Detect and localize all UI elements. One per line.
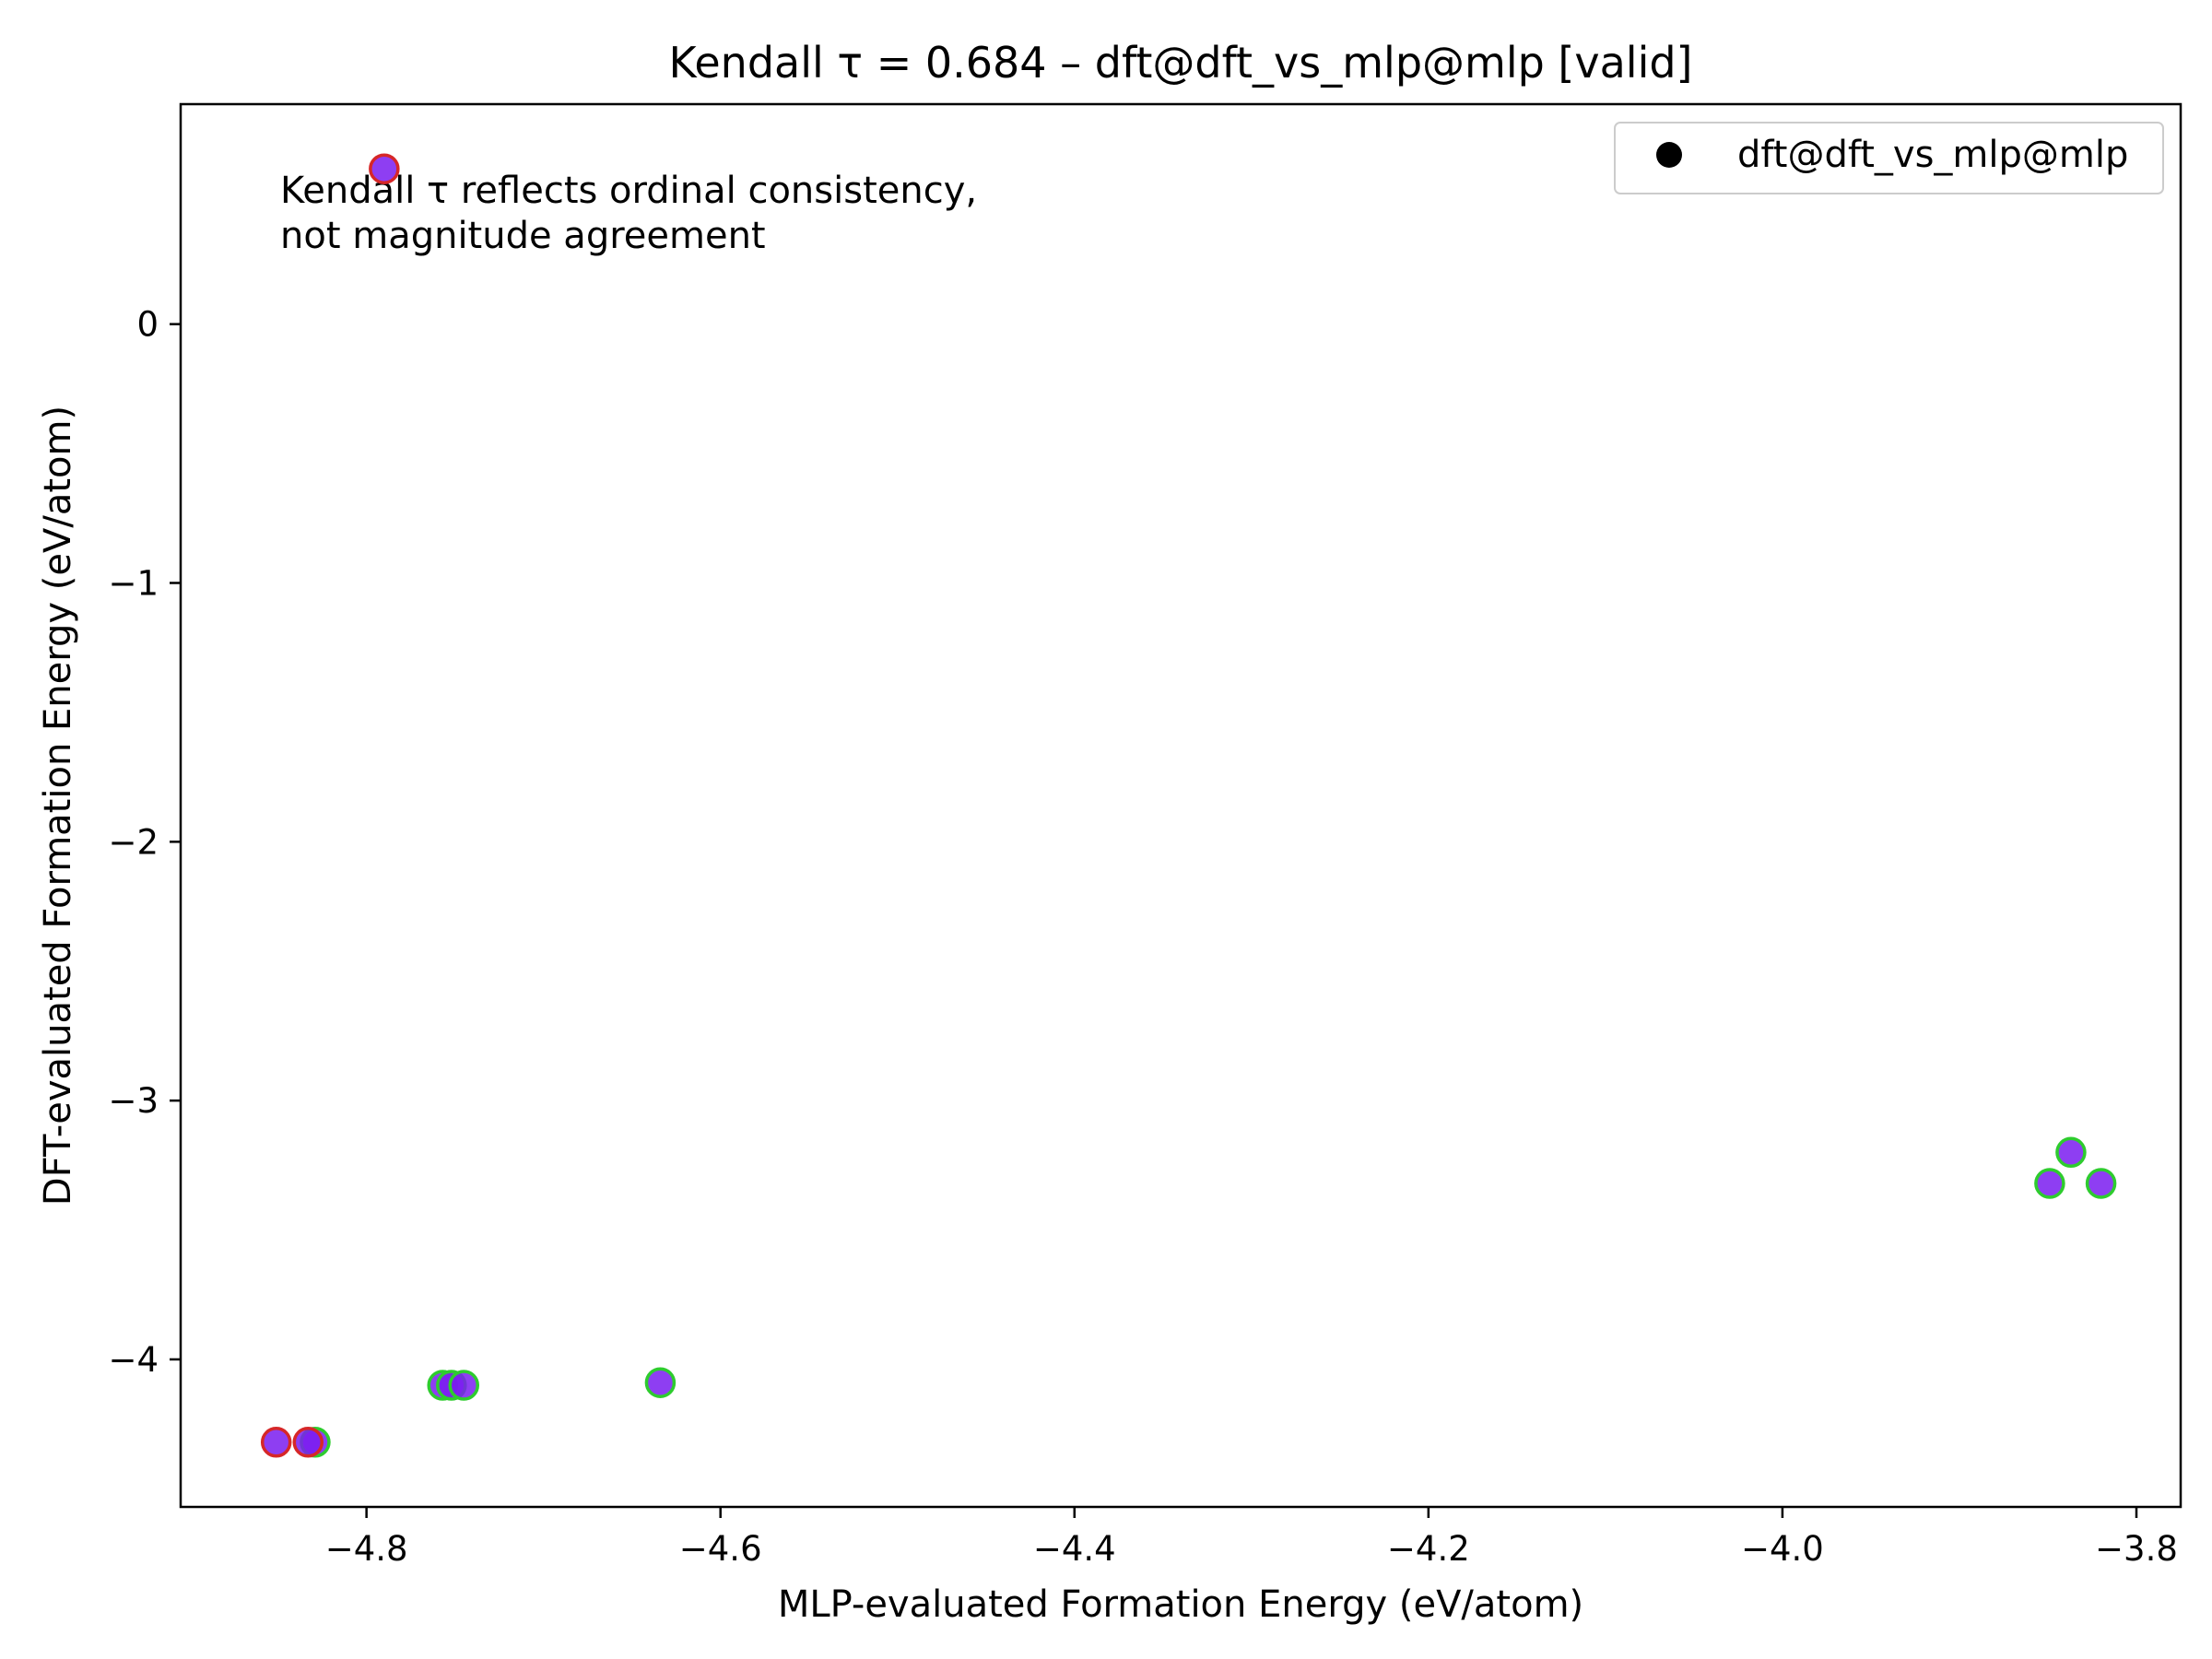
- x-axis-ticks: −4.8 −4.6 −4.4 −4.2 −4.0 −3.8: [325, 1507, 2178, 1569]
- data-point: [644, 1367, 677, 1398]
- plot-area-frame: [179, 102, 2183, 1509]
- data-point: [369, 153, 400, 184]
- x-tick-label: −4.8: [325, 1529, 408, 1569]
- legend-box: [1614, 122, 2164, 194]
- y-tick-label: 0: [136, 305, 159, 345]
- x-tick-label: −4.6: [679, 1529, 762, 1569]
- x-tick-label: −4.2: [1387, 1529, 1470, 1569]
- data-point: [2055, 1136, 2087, 1169]
- data-point: [260, 1427, 292, 1458]
- annotation-line-2: not magnitude agreement: [280, 215, 766, 257]
- data-point: [448, 1370, 480, 1401]
- data-point: [2085, 1168, 2117, 1199]
- x-tick-label: −4.0: [1741, 1529, 1824, 1569]
- legend-label: dft@dft_vs_mlp@mlp: [1737, 134, 2128, 176]
- y-tick-label: −1: [108, 564, 159, 604]
- y-tick-label: −3: [108, 1081, 159, 1121]
- x-axis-label: MLP-evaluated Formation Energy (eV/atom): [778, 1583, 1583, 1626]
- y-tick-label: −4: [108, 1340, 159, 1380]
- data-points: [260, 153, 2117, 1458]
- legend-marker: [1656, 142, 1682, 168]
- chart-title: Kendall τ = 0.684 – dft@dft_vs_mlp@mlp […: [668, 38, 1692, 88]
- x-tick-label: −4.4: [1033, 1529, 1116, 1569]
- legend: dft@dft_vs_mlp@mlp: [1614, 122, 2164, 194]
- y-axis-label: DFT-evaluated Formation Energy (eV/atom): [37, 406, 79, 1206]
- x-tick-label: −3.8: [2095, 1529, 2178, 1569]
- data-point: [2034, 1168, 2065, 1199]
- y-axis-ticks: 0 −1 −2 −3 −4: [108, 305, 181, 1380]
- data-point: [292, 1427, 324, 1458]
- y-tick-label: −2: [108, 822, 159, 862]
